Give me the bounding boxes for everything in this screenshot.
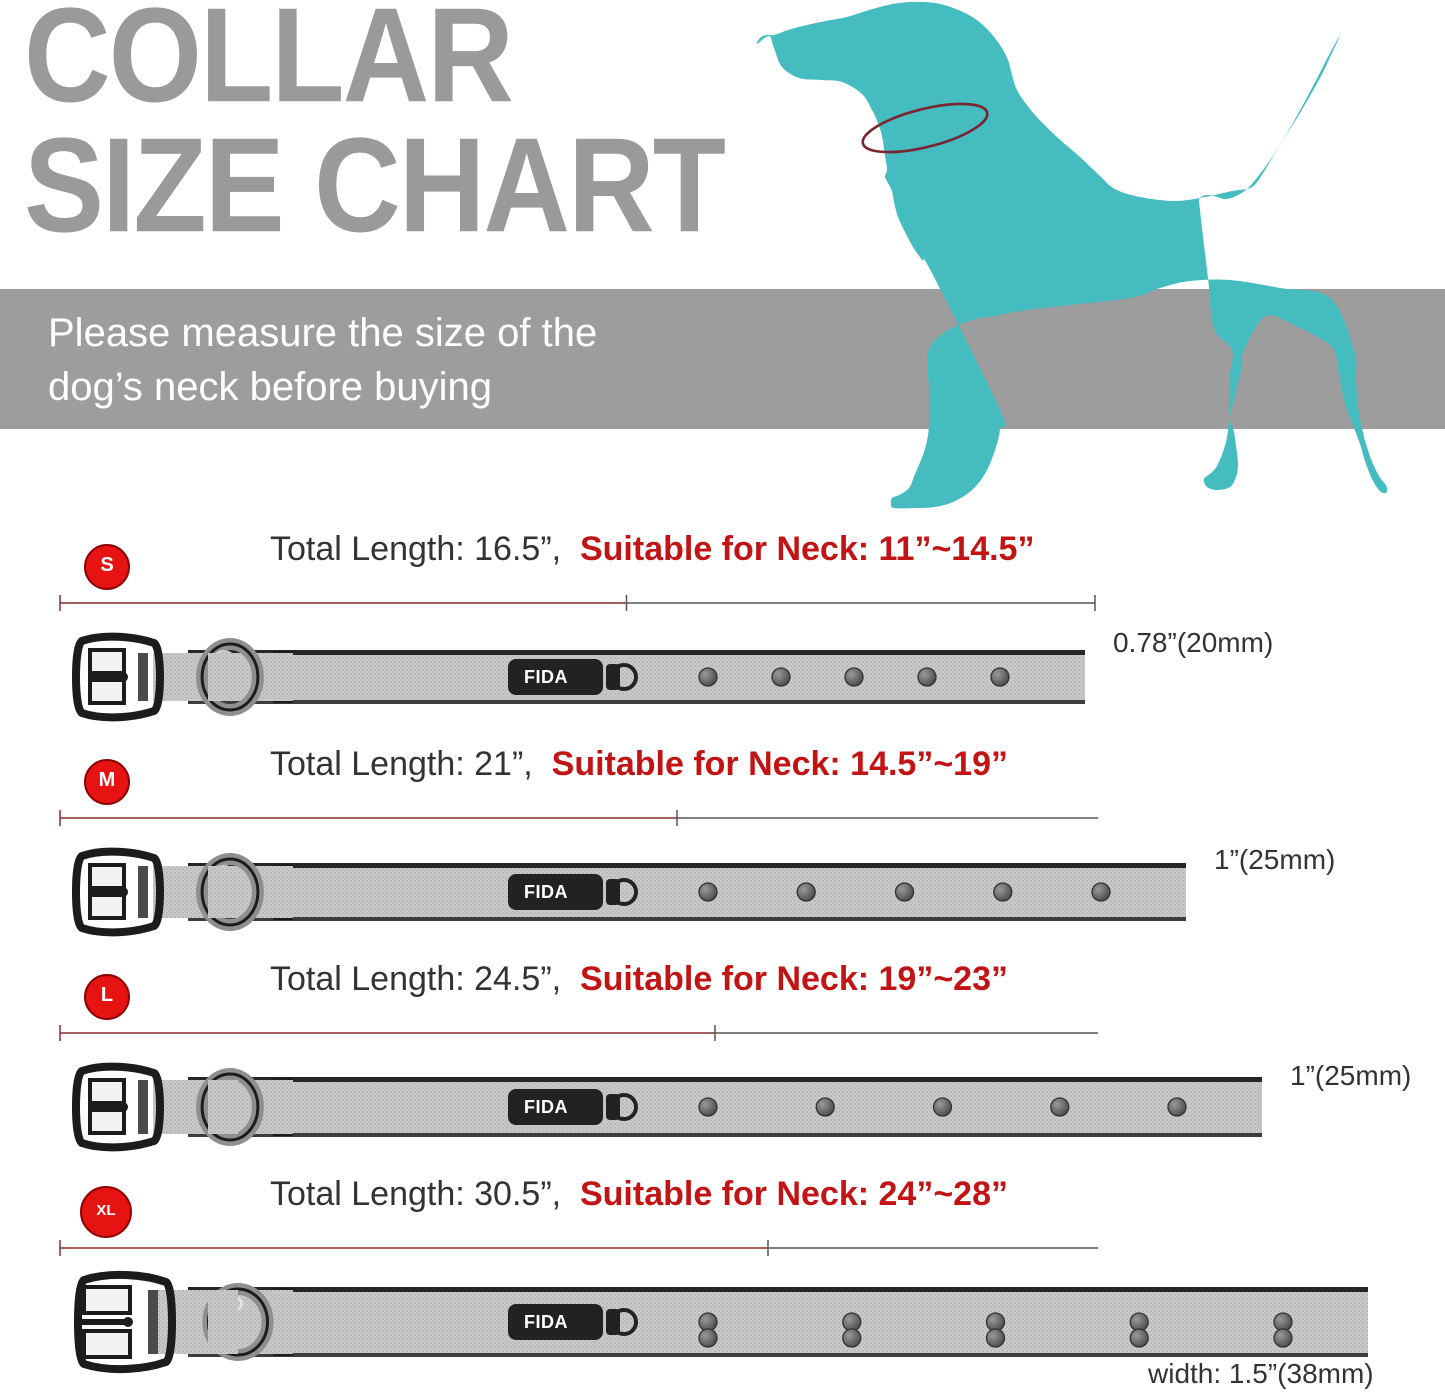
svg-text:FIDA: FIDA — [524, 667, 568, 687]
svg-text:FIDA: FIDA — [524, 1097, 568, 1117]
svg-text:FIDA: FIDA — [524, 1312, 568, 1332]
svg-text:FIDA: FIDA — [524, 882, 568, 902]
